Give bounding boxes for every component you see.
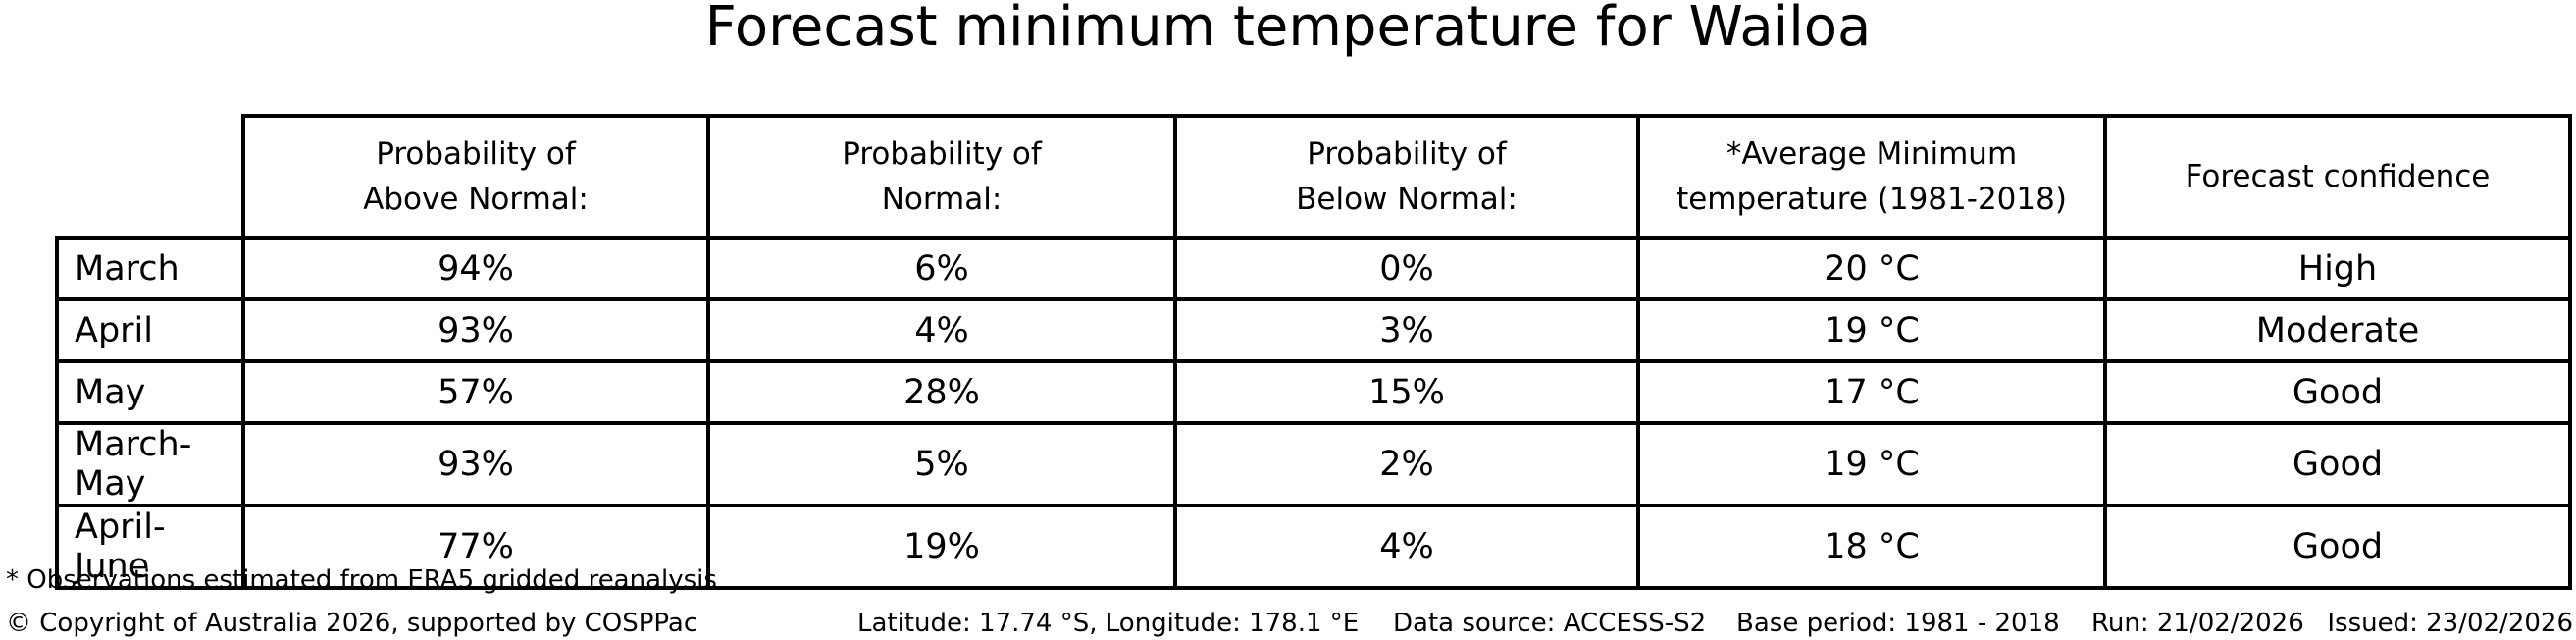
cell-prob-above: 93%: [241, 297, 710, 363]
cell-confidence: Good: [2103, 421, 2572, 507]
cell-confidence: Good: [2103, 504, 2572, 590]
page-title: Forecast minimum temperature for Wailoa: [704, 0, 1872, 59]
footer-copyright: © Copyright of Australia 2026, supported…: [6, 609, 698, 638]
cell-prob-normal: 5%: [706, 421, 1177, 507]
table-row-april: April 93% 4% 3% 19 °C Moderate: [55, 297, 2572, 363]
row-label: April: [55, 297, 245, 363]
cell-prob-above: 94%: [241, 236, 710, 301]
cell-avg-min-temp: 19 °C: [1636, 421, 2107, 507]
cell-prob-normal: 28%: [706, 359, 1177, 425]
cell-avg-min-temp: 20 °C: [1636, 236, 2107, 301]
cell-avg-min-temp: 17 °C: [1636, 359, 2107, 425]
table-row-may: May 57% 28% 15% 17 °C Good: [55, 359, 2572, 425]
table-row-march-may: March-May 93% 5% 2% 19 °C Good: [55, 421, 2572, 507]
row-label: April-June: [55, 504, 245, 590]
footer-location: Latitude: 17.74 °S, Longitude: 178.1 °E: [857, 609, 1360, 638]
cell-confidence: Good: [2103, 359, 2572, 425]
table-row-april-june: April-June 77% 19% 4% 18 °C Good: [55, 504, 2572, 590]
cell-prob-below: 15%: [1173, 359, 1640, 425]
corner-blank-cell: [57, 116, 243, 238]
cell-confidence: Moderate: [2103, 297, 2572, 363]
cell-avg-min-temp: 19 °C: [1636, 297, 2107, 363]
cell-prob-below: 3%: [1173, 297, 1640, 363]
header-prob-normal: Probability of Normal:: [706, 114, 1177, 240]
cell-prob-below: 4%: [1173, 504, 1640, 590]
cell-prob-above: 77%: [241, 504, 710, 590]
row-label: March-May: [55, 421, 245, 507]
footer-base-period: Base period: 1981 - 2018: [1736, 609, 2060, 638]
header-prob-above-normal: Probability of Above Normal:: [241, 114, 710, 240]
footnote-era5: * Observations estimated from ERA5 gridd…: [6, 565, 717, 595]
row-label: March: [55, 236, 245, 301]
cell-avg-min-temp: 18 °C: [1636, 504, 2107, 590]
cell-prob-normal: 6%: [706, 236, 1177, 301]
cell-prob-below: 0%: [1173, 236, 1640, 301]
footer-run-date: Run: 21/02/2026: [2091, 609, 2304, 638]
header-forecast-confidence: Forecast confidence: [2103, 114, 2572, 240]
forecast-table: Probability of Above Normal: Probability…: [55, 114, 2572, 590]
footer-data-source: Data source: ACCESS-S2: [1393, 609, 1707, 638]
cell-prob-below: 2%: [1173, 421, 1640, 507]
header-avg-min-temp: *Average Minimum temperature (1981-2018): [1636, 114, 2107, 240]
table-row-march: March 94% 6% 0% 20 °C High: [55, 236, 2572, 301]
cell-prob-normal: 19%: [706, 504, 1177, 590]
cell-prob-normal: 4%: [706, 297, 1177, 363]
cell-prob-above: 57%: [241, 359, 710, 425]
row-label: May: [55, 359, 245, 425]
cell-prob-above: 93%: [241, 421, 710, 507]
header-prob-below-normal: Probability of Below Normal:: [1173, 114, 1640, 240]
cell-confidence: High: [2103, 236, 2572, 301]
table-header-row: Probability of Above Normal: Probability…: [57, 114, 2572, 240]
footer-issued-date: Issued: 23/02/2026: [2327, 609, 2573, 638]
